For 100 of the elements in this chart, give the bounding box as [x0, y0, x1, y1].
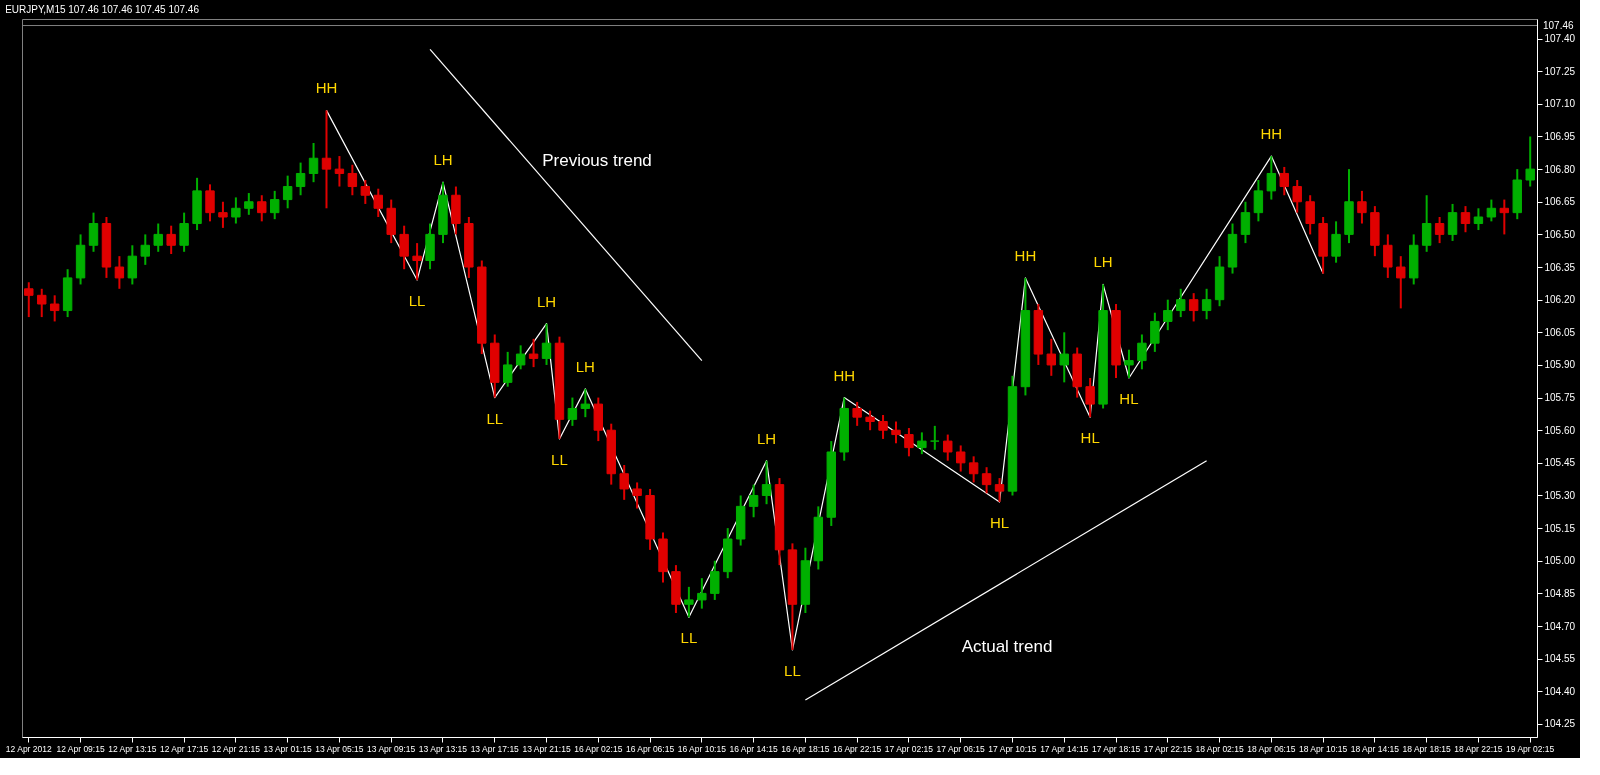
candlestick	[37, 287, 47, 319]
candlestick	[308, 142, 319, 184]
x-tick-label: 13 Apr 13:15	[418, 743, 468, 754]
y-tick-label: 105.15	[1544, 522, 1576, 534]
y-tick-label: 105.90	[1544, 359, 1576, 371]
candlestick	[179, 211, 189, 253]
y-tick-label: 105.30	[1544, 489, 1576, 501]
data-label: HH	[315, 79, 338, 97]
candlestick	[502, 350, 513, 388]
candlestick	[1266, 155, 1277, 201]
candlestick	[917, 431, 927, 456]
candlestick	[334, 155, 345, 188]
candlestick	[1421, 194, 1432, 253]
candlestick	[282, 174, 293, 210]
candlestick	[1059, 331, 1069, 384]
candlestick	[49, 294, 60, 323]
candlestick	[515, 344, 526, 371]
data-label: HH	[833, 366, 856, 384]
candlestick	[1240, 200, 1251, 245]
candlestick	[295, 161, 306, 197]
y-tick-label: 107.40	[1544, 33, 1576, 45]
candlestick	[852, 400, 862, 427]
x-tick-label: 18 Apr 06:15	[1247, 743, 1296, 754]
candlestick	[1253, 179, 1264, 223]
candlestick	[1486, 198, 1497, 223]
candlestick	[24, 281, 34, 319]
candlestick	[347, 163, 358, 197]
annotation: Previous trend	[542, 151, 652, 170]
candlestick	[360, 179, 371, 205]
candlestick	[1331, 220, 1341, 264]
x-tick-label: 13 Apr 01:15	[263, 743, 313, 754]
x-tick-label: 17 Apr 10:15	[988, 743, 1037, 754]
candlestick	[1176, 287, 1186, 319]
candlestick	[761, 459, 772, 506]
candlestick	[412, 242, 422, 282]
candlestick	[865, 409, 875, 432]
candlestick	[1357, 189, 1367, 225]
candlestick	[697, 577, 707, 610]
candlestick	[218, 200, 228, 229]
x-tick-label: 17 Apr 14:15	[1040, 743, 1089, 754]
candlestick	[956, 444, 966, 473]
candlestick	[1279, 165, 1289, 197]
data-label: LH	[756, 429, 777, 447]
y-tick-label: 106.65	[1544, 196, 1576, 208]
candlestick	[1085, 377, 1095, 419]
candlestick	[1434, 215, 1445, 245]
data-label: LL	[680, 629, 698, 647]
candlestick	[904, 427, 914, 458]
candlestick	[1046, 337, 1057, 377]
x-tick-label: 17 Apr 02:15	[884, 743, 934, 754]
x-tick-label: 16 Apr 06:15	[625, 743, 675, 754]
candlestick	[528, 337, 539, 369]
y-tick-label: 104.70	[1544, 620, 1576, 632]
candlestick	[1525, 135, 1535, 188]
annotation: Actual trend	[961, 637, 1053, 656]
candlestick	[994, 477, 1005, 504]
x-tick-label: 12 Apr 13:15	[108, 743, 157, 754]
x-tick-label: 13 Apr 09:15	[367, 743, 416, 754]
candlestick	[1305, 194, 1315, 236]
candlestick	[1499, 198, 1510, 236]
candlestick	[1292, 179, 1302, 214]
y-tick-label: 106.95	[1544, 130, 1576, 142]
candlestick	[541, 322, 552, 366]
y-tick-label: 104.40	[1544, 685, 1576, 697]
y-tick-label: 106.20	[1544, 294, 1576, 306]
data-label: HH	[1014, 246, 1037, 264]
candlestick	[114, 255, 125, 290]
candlestick	[399, 224, 409, 271]
y-tick-label: 106.50	[1544, 228, 1576, 240]
data-label: LL	[551, 450, 568, 468]
y-tick-label: 104.55	[1544, 653, 1576, 665]
candlestick	[127, 244, 138, 286]
x-tick-label: 16 Apr 14:15	[729, 743, 778, 754]
y-tick-label: 104.85	[1544, 587, 1576, 599]
x-tick-label: 17 Apr 22:15	[1143, 743, 1193, 754]
x-tick-label: 18 Apr 18:15	[1402, 743, 1452, 754]
x-tick-label: 16 Apr 02:15	[574, 743, 623, 754]
candlestick	[244, 192, 254, 216]
candlestick	[1396, 255, 1406, 310]
y-tick-label: 107.25	[1544, 65, 1576, 77]
data-label: LH	[433, 151, 453, 169]
candlestick	[710, 559, 720, 601]
candlestick	[930, 424, 940, 451]
candlestick	[943, 433, 953, 462]
x-tick-label: 16 Apr 10:15	[677, 743, 727, 754]
candlestick	[88, 211, 99, 253]
x-tick-label: 18 Apr 22:15	[1454, 743, 1503, 754]
data-label: HL	[1080, 429, 1100, 447]
data-label: LL	[408, 292, 426, 310]
y-tick-label: 105.45	[1544, 457, 1576, 469]
ref-line-label: 107.46	[1543, 19, 1575, 31]
x-tick-label: 18 Apr 10:15	[1299, 743, 1348, 754]
data-label: LH	[575, 357, 595, 375]
y-tick-label: 105.75	[1544, 392, 1576, 404]
data-label: LL	[486, 409, 504, 427]
candlestick	[891, 420, 901, 445]
candlestick	[140, 233, 150, 266]
x-tick-label: 19 Apr 02:15	[1506, 743, 1555, 754]
data-label: HH	[1260, 125, 1283, 143]
x-tick-label: 12 Apr 2012	[5, 743, 52, 754]
